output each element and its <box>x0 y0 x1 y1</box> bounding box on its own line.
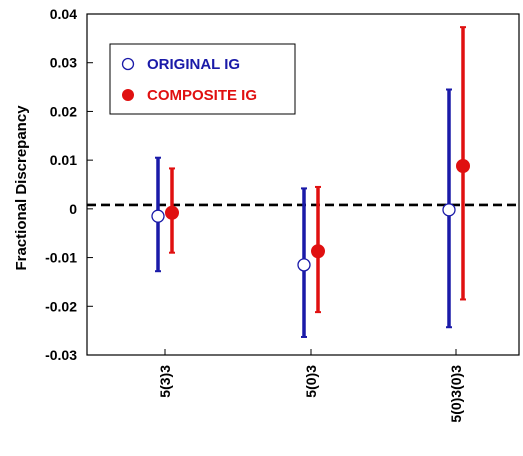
data-point <box>297 258 311 272</box>
legend: ORIGINAL IG COMPOSITE IG <box>109 43 296 115</box>
x-tick-label: 5(0)3(0)3 <box>448 365 464 423</box>
legend-box <box>109 43 296 115</box>
y-tick-label: -0.03 <box>45 347 77 363</box>
data-point <box>151 209 165 223</box>
x-tick-label: 5(0)3 <box>303 365 319 398</box>
data-point <box>442 203 456 217</box>
y-tick-label: -0.02 <box>45 298 77 314</box>
y-axis: 0.04 0.03 0.02 0.01 0 -0.01 -0.02 -0.03 <box>45 6 93 363</box>
y-tick-label: 0.03 <box>50 55 77 71</box>
data-point <box>456 158 470 173</box>
data-marks <box>151 26 470 338</box>
plot-frame <box>86 13 520 356</box>
y-tick-label: 0.04 <box>50 6 77 22</box>
legend-label: ORIGINAL IG <box>147 56 240 73</box>
x-axis: 5(3)3 5(0)3 5(0)3(0)3 <box>157 349 464 423</box>
x-tick-label: 5(3)3 <box>157 365 173 398</box>
data-point <box>165 205 179 220</box>
y-tick-label: 0.01 <box>50 152 77 168</box>
legend-marker <box>122 89 134 101</box>
y-tick-label: 0.02 <box>50 103 77 119</box>
legend-label: COMPOSITE IG <box>147 87 257 104</box>
y-axis-label: Fractional Discrepancy <box>13 105 30 271</box>
data-point <box>311 244 325 259</box>
y-tick-label: 0 <box>69 201 77 217</box>
legend-marker <box>121 57 135 71</box>
y-tick-label: -0.01 <box>45 250 77 266</box>
